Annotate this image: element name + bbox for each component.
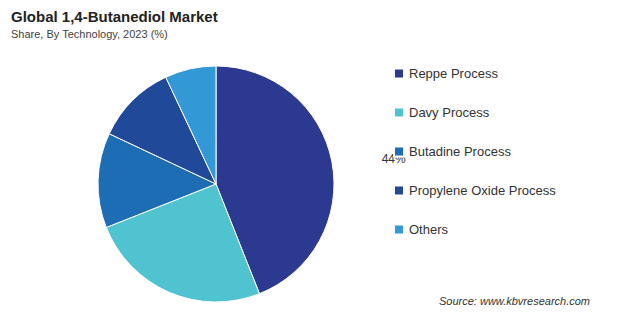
svg-text:Others: Others <box>409 222 449 237</box>
svg-text:Propylene Oxide Process: Propylene Oxide Process <box>409 183 556 198</box>
svg-text:Share, By Technology, 2023 (%): Share, By Technology, 2023 (%) <box>11 28 168 40</box>
svg-text:44%: 44% <box>381 152 406 167</box>
svg-text:Butadine Process: Butadine Process <box>409 144 511 159</box>
svg-text:Global 1,4-Butanediol Market: Global 1,4-Butanediol Market <box>11 8 218 25</box>
svg-text:Source: www.kbvresearch.com: Source: www.kbvresearch.com <box>439 295 590 307</box>
svg-text:Davy Process: Davy Process <box>409 105 490 120</box>
svg-text:Reppe Process: Reppe Process <box>409 66 498 81</box>
